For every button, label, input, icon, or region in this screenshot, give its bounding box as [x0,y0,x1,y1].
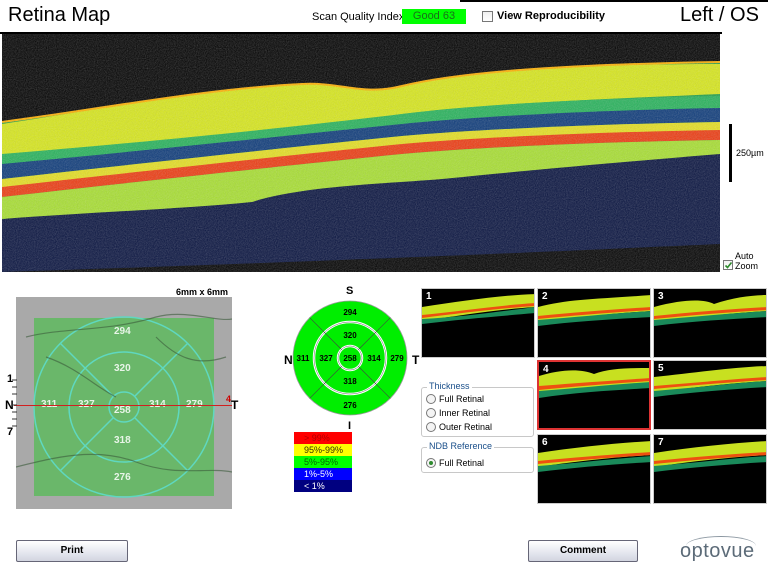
fundus-value-center: 258 [114,405,131,416]
sector-value-inferior-outer: 276 [343,401,357,410]
checkbox-icon[interactable] [482,10,493,22]
sector-nasal-label: N [284,353,293,367]
sector-value-nasal-inner: 327 [319,354,333,363]
sector-value-superior-outer: 294 [343,308,357,317]
legend-row-1-5: 1%-5% [294,468,352,480]
fundus-size-label: 6mm x 6mm [176,287,229,297]
radio-label: Full Retinal [439,458,485,468]
thickness-full-retinal-radio[interactable]: Full Retinal [426,394,484,404]
fundus-image[interactable]: 294 320 311 327 258 314 279 318 276 [16,297,232,509]
etdrs-grid-overlay [16,313,232,498]
fundus-value-inferior-inner: 318 [114,435,131,446]
thickness-title: Thickness [427,381,472,391]
thumbnail-scan-1[interactable]: 1 [421,288,535,358]
legend-row-above-99: > 99% [294,432,352,444]
legend-row-95-99: 95%-99% [294,444,352,456]
scan-quality-badge: Good 63 [402,9,466,24]
sector-thickness-chart: 294 320 311 327 258 314 279 318 276 [292,300,408,416]
view-reproducibility-checkbox[interactable]: View Reproducibility [482,10,605,22]
sector-value-temporal-outer: 279 [390,354,404,363]
ndb-reference-groupbox: NDB Reference Full Retinal [421,441,534,473]
optovue-logo: optovue [680,540,755,562]
sector-value-center: 258 [343,354,357,363]
radio-label: Outer Retinal [439,422,493,432]
normative-legend: > 99% 95%-99% 5%-95% 1%-5% < 1% [294,432,352,492]
radio-label: Inner Retinal [439,408,491,418]
sector-value-nasal-outer: 311 [297,354,310,363]
logo-arc [686,536,756,546]
scan-position-line[interactable] [14,405,232,406]
fundus-value-nasal-inner: 327 [78,399,95,410]
radio-label: Full Retinal [439,394,485,404]
scale-label: 250µm [736,148,764,158]
print-button[interactable]: Print [16,540,128,562]
fundus-temporal-label: T [231,398,239,412]
fundus-value-nasal-outer: 311 [41,399,57,410]
selected-scan-label: 4 [226,394,232,404]
radio-icon[interactable] [426,422,436,432]
checkbox-checked-icon[interactable] [723,260,733,270]
sector-temporal-label: T [412,353,420,367]
header-divider [0,32,722,34]
scan-thumbnail-grid: 1 2 3 4 5 6 7 [421,288,768,505]
ndb-full-retinal-radio[interactable]: Full Retinal [426,458,484,468]
thickness-inner-retinal-radio[interactable]: Inner Retinal [426,408,490,418]
thickness-groupbox: Thickness Full Retinal Inner Retinal Out… [421,381,534,437]
scan-tick-bottom-label: 7 [7,426,14,438]
comment-button[interactable]: Comment [528,540,638,562]
sector-value-inferior-inner: 318 [343,377,357,386]
header-top-rule [460,0,768,2]
thumbnail-scan-4-selected[interactable]: 4 [537,360,651,430]
radio-selected-icon[interactable] [426,458,436,468]
thumbnail-scan-6[interactable]: 6 [537,434,651,504]
sector-superior-label: S [346,285,354,297]
scan-tick-top-label: 1 [7,373,14,385]
sector-inferior-label: I [348,420,352,432]
thickness-outer-retinal-radio[interactable]: Outer Retinal [426,422,492,432]
oct-bscan-image[interactable] [2,34,720,272]
oct-layers-graphic [2,34,720,272]
fundus-nasal-label: N [5,398,14,412]
fundus-value-temporal-outer: 279 [186,399,203,410]
legend-row-5-95: 5%-95% [294,456,352,468]
page-title: Retina Map [8,4,111,26]
sector-value-temporal-inner: 314 [367,354,381,363]
auto-zoom-label-line1: Auto [735,251,754,261]
fundus-value-superior-outer: 294 [114,326,131,337]
thumbnail-scan-7[interactable]: 7 [653,434,767,504]
sector-value-superior-inner: 320 [343,331,357,340]
ndb-reference-title: NDB Reference [427,441,495,451]
auto-zoom-label-line2: Zoom [735,261,759,271]
thumbnail-scan-2[interactable]: 2 [537,288,651,358]
eye-label: Left / OS [680,4,759,26]
scale-bar [729,124,732,182]
scan-tick-marks [12,379,17,427]
thumbnail-scan-3[interactable]: 3 [653,288,767,358]
view-reproducibility-label: View Reproducibility [497,10,605,22]
radio-icon[interactable] [426,408,436,418]
fundus-value-temporal-inner: 314 [149,399,166,410]
legend-row-below-1: < 1% [294,480,352,492]
thumbnail-scan-5[interactable]: 5 [653,360,767,430]
scan-quality-label: Scan Quality Index [312,11,405,23]
radio-icon[interactable] [426,394,436,404]
fundus-value-superior-inner: 320 [114,363,131,374]
fundus-value-inferior-outer: 276 [114,472,131,483]
